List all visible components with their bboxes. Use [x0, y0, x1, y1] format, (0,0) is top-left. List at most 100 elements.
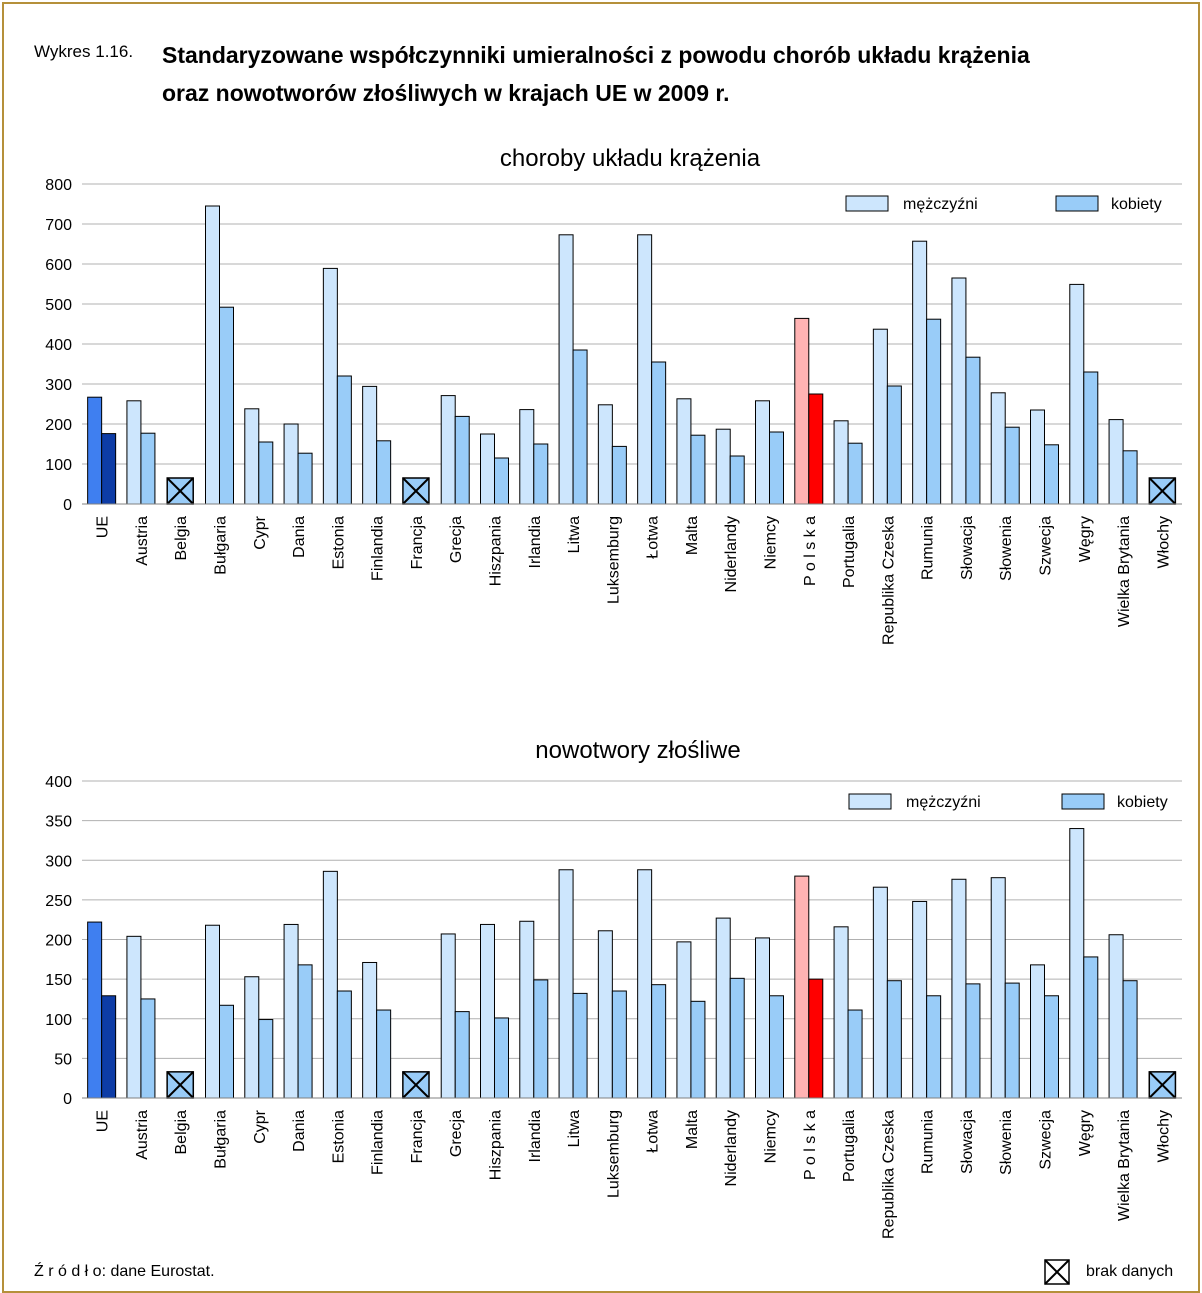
x-tick-label: Portugalia — [841, 1110, 858, 1182]
bar-men — [1030, 964, 1045, 1099]
x-tick-label: Belgia — [173, 516, 190, 561]
bar-men — [872, 886, 888, 1099]
bar-men — [912, 240, 928, 505]
x-tick-label: Irlandia — [527, 1110, 544, 1163]
y-tick-label: 200 — [45, 417, 72, 434]
bar-women — [572, 992, 588, 1099]
bar-men — [597, 930, 613, 1099]
figure-title: Standaryzowane współczynniki umieralnośc… — [162, 36, 1162, 112]
no-data-cross-line — [1148, 1071, 1177, 1099]
x-tick-label: Wielka Brytania — [1116, 516, 1133, 627]
y-tick-label: 300 — [45, 377, 72, 394]
x-tick-label: Dania — [291, 516, 308, 558]
x-tick-label: Republika Czeska — [880, 516, 897, 645]
no-data-cross-line — [1148, 477, 1177, 505]
x-tick-label: Dania — [291, 1110, 308, 1152]
y-tick-label: 50 — [54, 1051, 72, 1068]
x-tick-label: Hiszpania — [488, 1110, 505, 1180]
figure-title-line-1: Standaryzowane współczynniki umieralnośc… — [162, 42, 1030, 68]
bar-women — [494, 1017, 509, 1099]
y-tick-label: 600 — [45, 257, 72, 274]
x-tick-label: Niemcy — [763, 516, 780, 569]
bar-men — [322, 267, 338, 505]
x-tick-label: P o l s k a — [802, 1110, 819, 1180]
bar-women — [336, 375, 352, 505]
bar-men — [990, 392, 1006, 505]
bar-women — [611, 990, 627, 1099]
bar-men — [637, 869, 653, 1099]
bar-women — [965, 983, 981, 1099]
x-tick-label: Słowacja — [959, 1110, 976, 1174]
bar-women — [926, 995, 942, 1099]
bar-men — [205, 205, 220, 505]
bar-men — [715, 428, 731, 505]
bar-men — [1108, 419, 1124, 505]
x-tick-label: Słowenia — [998, 516, 1015, 581]
bar-women — [769, 995, 784, 1099]
bar-men — [676, 941, 692, 1099]
bar-women — [808, 393, 824, 505]
bar-women — [690, 1000, 706, 1099]
y-tick-label: 350 — [45, 814, 72, 831]
bar-men — [244, 408, 260, 505]
bar-men — [244, 976, 260, 1099]
x-tick-label: Niemcy — [763, 1110, 780, 1163]
bar-men — [833, 926, 849, 1099]
bar-women — [886, 385, 902, 505]
no-data-cross-line — [166, 1071, 194, 1099]
bar-women — [533, 979, 549, 1099]
bar-men — [912, 900, 928, 1099]
bar-men — [755, 937, 770, 1099]
y-tick-label: 0 — [63, 1091, 72, 1108]
bar-women — [572, 349, 588, 505]
x-tick-label: Grecja — [448, 516, 465, 563]
bar-women — [297, 452, 313, 505]
bar-women — [376, 1009, 392, 1099]
bar-men — [597, 404, 613, 505]
bar-men — [519, 920, 535, 1099]
bar-women — [651, 984, 667, 1099]
bar-men — [794, 875, 810, 1099]
legend-swatch-men — [848, 793, 892, 810]
bar-women — [1122, 980, 1138, 1099]
bar-men — [322, 870, 338, 1099]
x-tick-label: Niderlandy — [723, 516, 740, 592]
legend-label-men: mężczyźni — [906, 794, 981, 811]
bar-men — [1030, 409, 1045, 505]
bar-women — [847, 1009, 863, 1099]
x-tick-label: Litwa — [566, 516, 583, 553]
bar-men — [87, 396, 103, 505]
x-tick-label: Niderlandy — [723, 1110, 740, 1186]
bar-women — [729, 977, 745, 1099]
x-tick-label: Luksemburg — [605, 516, 622, 604]
x-tick-label: Łotwa — [645, 516, 662, 559]
x-tick-label: Malta — [684, 1110, 701, 1149]
bar-men — [205, 924, 220, 1099]
bar-men — [480, 433, 495, 505]
bar-men — [558, 869, 574, 1099]
x-tick-label: Bułgaria — [213, 1110, 230, 1169]
x-tick-label: Węgry — [1077, 1110, 1094, 1156]
bar-women — [1044, 995, 1059, 1099]
bar-women — [965, 356, 981, 505]
bar-men — [1069, 828, 1085, 1099]
x-tick-label: Finlandia — [370, 516, 387, 581]
y-tick-label: 100 — [45, 457, 72, 474]
x-tick-label: Francja — [409, 516, 426, 569]
bar-women — [926, 318, 942, 505]
bar-women — [1083, 371, 1099, 505]
bar-women — [886, 980, 902, 1099]
x-tick-label: UE — [95, 1110, 112, 1132]
bar-men — [990, 877, 1006, 1099]
no-data-legend-icon — [1044, 1259, 1070, 1285]
y-tick-label: 400 — [45, 337, 72, 354]
y-tick-label: 700 — [45, 217, 72, 234]
x-tick-label: Słowenia — [998, 1110, 1015, 1175]
y-tick-label: 300 — [45, 853, 72, 870]
bar-men — [794, 317, 810, 505]
bar-men — [676, 398, 692, 505]
bar-women — [533, 443, 549, 505]
x-tick-label: Szwecja — [1038, 1110, 1055, 1170]
y-tick-label: 150 — [45, 972, 72, 989]
